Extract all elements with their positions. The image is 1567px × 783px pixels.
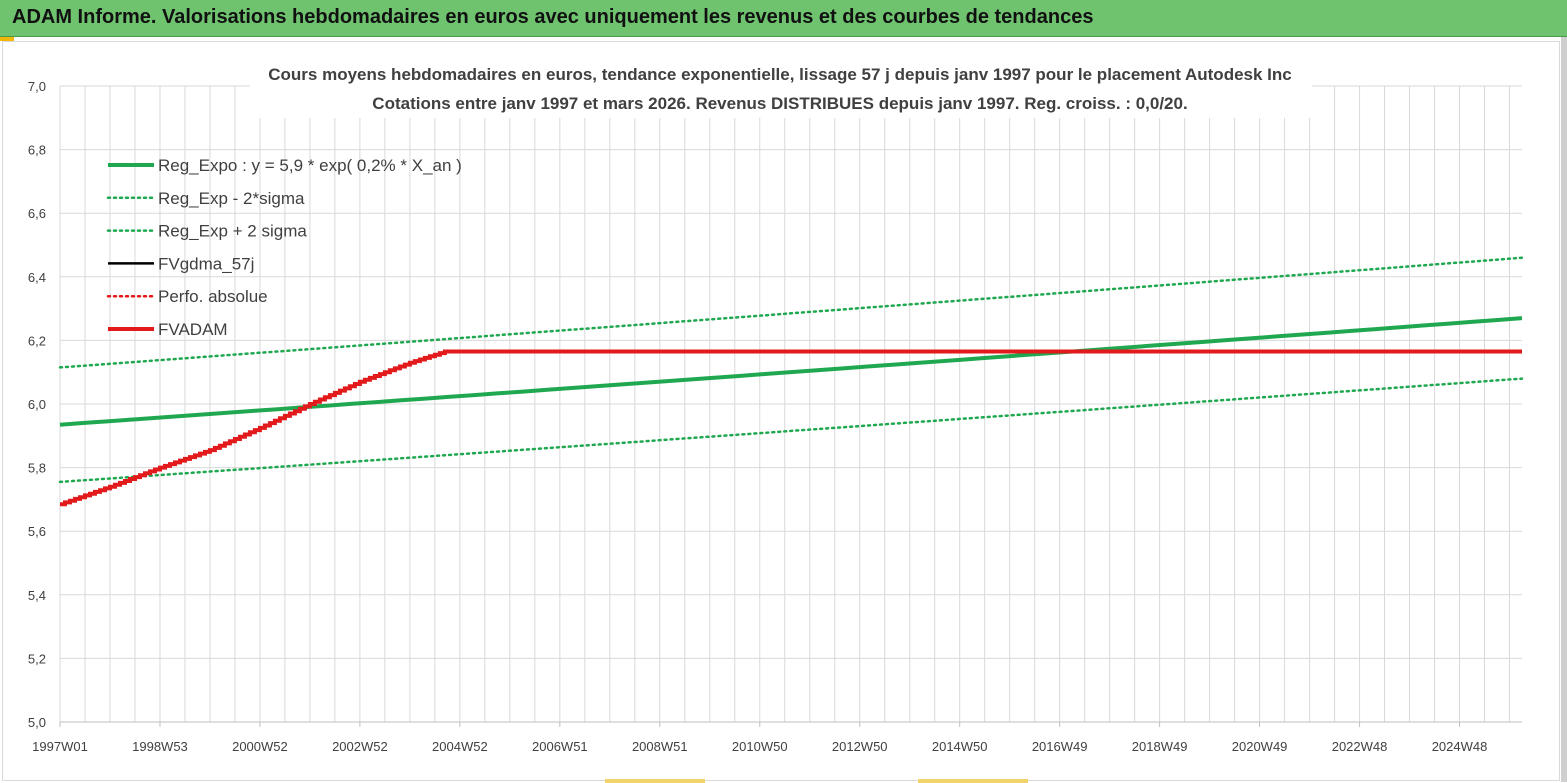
y-tick-label: 6,2 — [28, 333, 46, 348]
series-line-5 — [60, 349, 1522, 507]
x-tick-label: 2014W50 — [932, 739, 988, 754]
y-tick-label: 6,8 — [28, 143, 46, 158]
x-tick-label: 2020W49 — [1232, 739, 1288, 754]
y-tick-label: 6,6 — [28, 206, 46, 221]
x-tick-label: 2012W50 — [832, 739, 888, 754]
x-tick-label: 2002W52 — [332, 739, 388, 754]
legend-label: Perfo. absolue — [158, 287, 268, 306]
y-tick-label: 5,2 — [28, 651, 46, 666]
bottom-accent-1 — [605, 779, 705, 783]
y-tick-label: 6,4 — [28, 270, 46, 285]
x-tick-label: 2000W52 — [232, 739, 288, 754]
series-line-0 — [59, 316, 1523, 427]
x-tick-label: 2010W50 — [732, 739, 788, 754]
header-bar: ADAM Informe. Valorisations hebdomadaire… — [0, 0, 1567, 37]
x-tick-label: 2008W51 — [632, 739, 688, 754]
bottom-accent-2 — [918, 779, 1028, 783]
legend-label: FVgdma_57j — [158, 254, 254, 273]
chart-titles: Cours moyens hebdomadaires en euros, ten… — [250, 60, 1312, 118]
axes-labels: 5,0 5,2 5,4 5,6 5,8 6,0 6,2 6,4 6,6 6,8 7,0 1997W01… — [28, 79, 1487, 754]
accent-bar-right — [1561, 37, 1567, 782]
accent-bar-left — [0, 37, 14, 41]
chart-subtitle: Cotations entre janv 1997 et mars 2026. … — [372, 94, 1187, 113]
x-tick-label: 2018W49 — [1132, 739, 1188, 754]
chart-title: Cours moyens hebdomadaires en euros, ten… — [268, 65, 1291, 84]
x-tick-label: 2006W51 — [532, 739, 588, 754]
y-tick-label: 5,4 — [28, 588, 46, 603]
grid — [59, 85, 1522, 727]
legend-label: Reg_Exp + 2 sigma — [158, 222, 307, 241]
series-line-1 — [58, 377, 1524, 484]
x-tick-label: 2022W48 — [1332, 739, 1388, 754]
legend-label: Reg_Exp - 2*sigma — [158, 189, 305, 208]
y-tick-label: 6,0 — [28, 397, 46, 412]
legend-label: Reg_Expo : y = 5,9 * exp( 0,2% * X_an ) — [158, 156, 462, 175]
x-tick-label: 2024W48 — [1432, 739, 1488, 754]
y-tick-label: 5,6 — [28, 524, 46, 539]
x-tick-label: 2016W49 — [1032, 739, 1088, 754]
title-background — [250, 60, 1312, 118]
page-title: ADAM Informe. Valorisations hebdomadaire… — [12, 6, 1094, 28]
y-tick-label: 7,0 — [28, 79, 46, 94]
series-line-2 — [58, 256, 1524, 369]
legend-label: FVADAM — [158, 320, 228, 339]
y-tick-label: 5,8 — [28, 461, 46, 476]
series-layer — [58, 256, 1524, 507]
x-tick-label: 2004W52 — [432, 739, 488, 754]
y-tick-label: 5,0 — [28, 715, 46, 730]
legend: Reg_Expo : y = 5,9 * exp( 0,2% * X_an ) R… — [106, 156, 462, 339]
x-tick-label: 1998W53 — [132, 739, 188, 754]
x-tick-label: 1997W01 — [32, 739, 88, 754]
